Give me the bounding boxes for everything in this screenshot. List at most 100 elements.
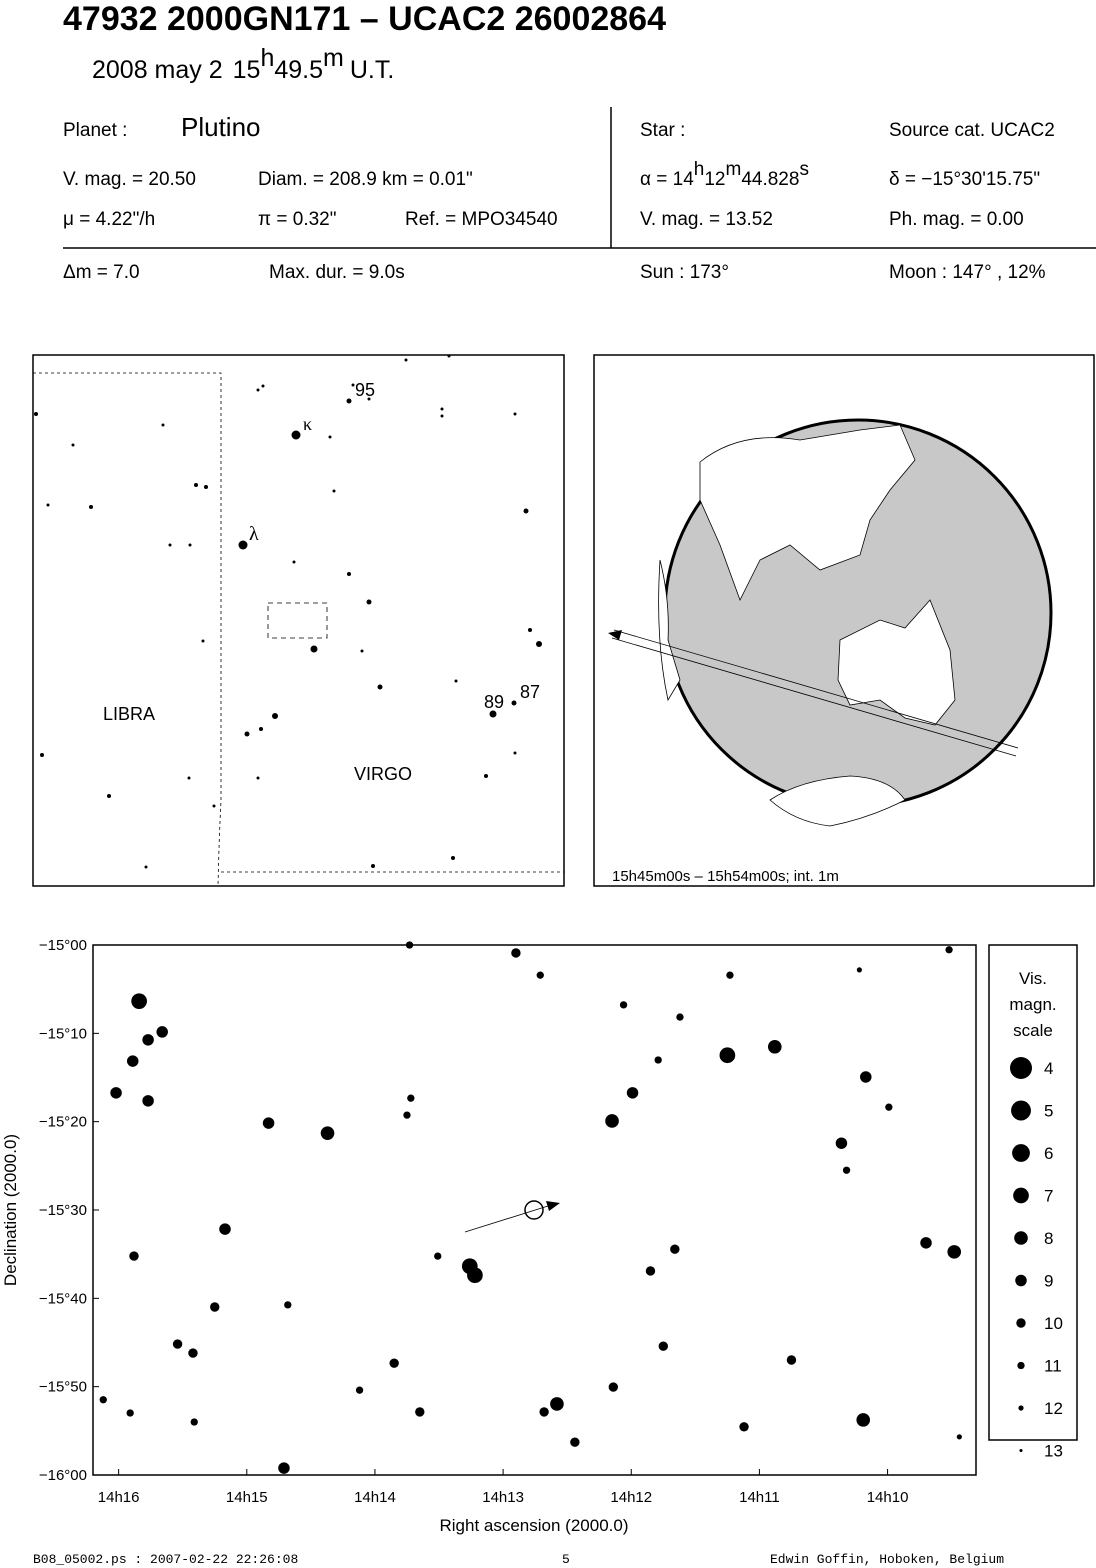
moon: Moon : 147° , 12% xyxy=(889,262,1046,283)
time-h: 15 xyxy=(233,56,261,84)
x-axis-label: Right ascension (2000.0) xyxy=(439,1516,628,1535)
legend-label: 5 xyxy=(1044,1102,1053,1121)
legend-dot xyxy=(1012,1144,1030,1162)
planet-vmag: V. mag. = 20.50 xyxy=(63,169,196,190)
legend-label: 12 xyxy=(1044,1399,1063,1418)
star-ra: α = 14h12m44.828s xyxy=(640,159,809,190)
y-tick-label: −15°20 xyxy=(39,1114,87,1131)
ra-s-unit: s xyxy=(799,159,809,180)
legend-label: 13 xyxy=(1044,1442,1063,1461)
legend-frame xyxy=(988,944,1078,1441)
ra-s: 44.828 xyxy=(741,169,799,190)
legend-dot xyxy=(1017,1361,1025,1370)
land xyxy=(769,775,906,827)
frame xyxy=(32,354,565,887)
star-phmag: Ph. mag. = 0.00 xyxy=(889,209,1024,230)
y-tick-label: −15°30 xyxy=(39,1202,87,1219)
field-box xyxy=(267,602,328,639)
legend-label: 11 xyxy=(1044,1357,1062,1376)
star xyxy=(320,1126,335,1140)
legend-dot xyxy=(1016,1318,1026,1328)
star xyxy=(835,1137,848,1149)
star xyxy=(434,1252,442,1260)
y-tick-label: −15°10 xyxy=(39,1025,87,1042)
star xyxy=(131,993,147,1010)
shadow-path xyxy=(611,629,1019,757)
x-tick-label: 14h13 xyxy=(482,1489,524,1506)
star xyxy=(956,1434,962,1440)
planet-name: Plutino xyxy=(181,112,261,142)
legend-dot xyxy=(1019,1448,1023,1453)
y-tick-label: −16°00 xyxy=(39,1467,87,1484)
star xyxy=(550,1397,564,1411)
ra-h-unit: h xyxy=(694,159,705,180)
star xyxy=(654,1056,662,1064)
source-cat: Source cat. UCAC2 xyxy=(889,120,1055,141)
land xyxy=(837,599,956,726)
planet-diam: Diam. = 208.9 km = 0.01" xyxy=(258,169,473,190)
frame xyxy=(593,354,1095,887)
star xyxy=(389,1358,399,1368)
time-m: 49.5 xyxy=(274,56,323,84)
planet-parallax: π = 0.32" xyxy=(258,209,337,230)
star xyxy=(219,1223,231,1235)
legend-dot xyxy=(1011,1100,1031,1121)
y-tick-label: −15°40 xyxy=(39,1290,87,1307)
star xyxy=(885,1103,893,1111)
star xyxy=(415,1407,425,1417)
star-label: 89 xyxy=(484,692,504,712)
star-label: κ xyxy=(303,414,312,434)
star xyxy=(129,1251,139,1261)
land xyxy=(699,424,916,602)
land xyxy=(658,559,681,702)
arrow xyxy=(608,630,622,640)
star-label: 87 xyxy=(520,682,540,702)
x-tick-label: 14h10 xyxy=(867,1489,909,1506)
legend-dot xyxy=(1013,1187,1029,1204)
star xyxy=(670,1244,680,1254)
star xyxy=(726,971,734,979)
delta-mag: Δm = 7.0 xyxy=(63,262,140,283)
constellation-label: VIRGO xyxy=(354,764,412,784)
star xyxy=(99,1396,107,1404)
target-circle xyxy=(524,1200,544,1220)
star xyxy=(262,1117,275,1129)
star xyxy=(947,1245,962,1259)
star xyxy=(110,1087,122,1099)
x-tick-label: 14h12 xyxy=(610,1489,652,1506)
constellation-label: LIBRA xyxy=(103,704,155,724)
ra-m-unit: m xyxy=(726,159,742,180)
star xyxy=(945,946,953,954)
title: 47932 2000GN171 – UCAC2 26002864 xyxy=(63,0,666,38)
legend-label: 9 xyxy=(1044,1272,1053,1291)
track-arrow xyxy=(546,1201,560,1211)
star xyxy=(172,1339,183,1349)
x-tick-label: 14h11 xyxy=(739,1489,780,1506)
globe-caption: 15h45m00s – 15h54m00s; int. 1m xyxy=(612,868,839,885)
star-label: 95 xyxy=(355,380,375,400)
star xyxy=(284,1301,292,1309)
time-m-unit: m xyxy=(323,44,344,72)
legend-title: magn. xyxy=(1009,995,1056,1014)
star xyxy=(658,1341,668,1351)
star xyxy=(608,1382,619,1392)
star xyxy=(156,1026,168,1038)
star xyxy=(626,1087,639,1099)
legend-dot xyxy=(1018,1405,1024,1411)
star xyxy=(210,1302,220,1312)
x-tick-label: 14h14 xyxy=(354,1489,396,1506)
legend-dot xyxy=(1010,1057,1032,1079)
legend-label: 8 xyxy=(1044,1229,1053,1248)
star xyxy=(511,948,521,958)
star-label: Star : xyxy=(640,120,685,141)
star-chart: Right ascension (2000.0) Declination (20… xyxy=(1,944,1078,1535)
star xyxy=(467,1267,483,1284)
star xyxy=(856,967,862,973)
footer-author: Edwin Goffin, Hoboken, Belgium xyxy=(770,1552,1004,1567)
planet-track xyxy=(464,1205,549,1233)
star xyxy=(142,1034,154,1046)
sun: Sun : 173° xyxy=(640,262,729,283)
y-tick-label: −15°00 xyxy=(39,937,87,954)
date-line: 2008 may 2 15h49.5m U.T. xyxy=(92,44,394,84)
